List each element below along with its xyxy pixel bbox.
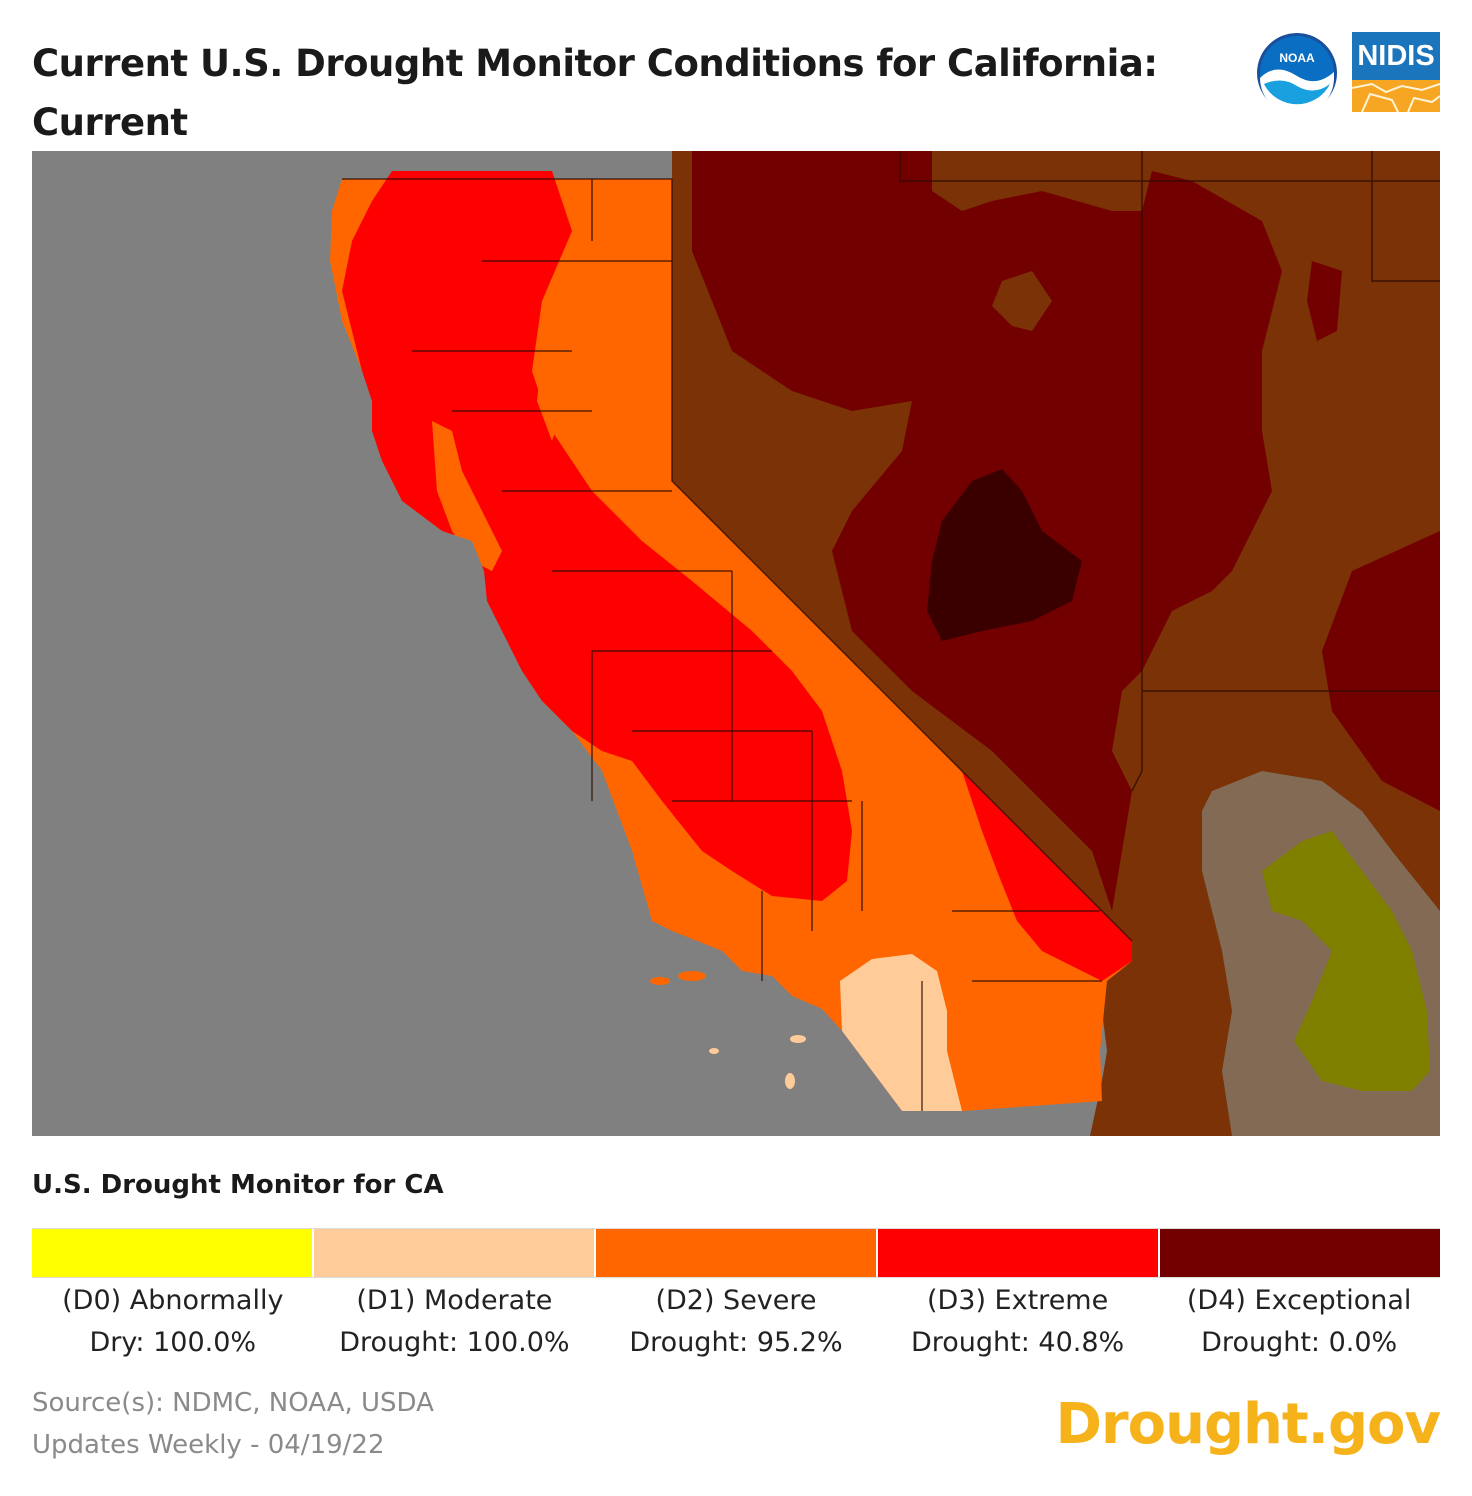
california-d1-south [840, 954, 962, 1111]
county-lines [342, 151, 1440, 1111]
legend-label-d4-line2: Drought: 0.0% [1201, 1327, 1398, 1358]
nevada-spot [992, 271, 1052, 331]
utah-d4 [1307, 261, 1342, 341]
legend-label-d2: (D2) Severe Drought: 95.2% [595, 1280, 877, 1364]
legend-label-d3-line1: (D3) Extreme [926, 1285, 1109, 1316]
legend-swatch-d3[interactable] [878, 1229, 1160, 1277]
california-d3-east [962, 771, 1132, 981]
channel-islands [650, 971, 806, 1089]
legend-label-d1: (D1) Moderate Drought: 100.0% [314, 1280, 596, 1364]
legend-label-d3-line2: Drought: 40.8% [910, 1327, 1125, 1358]
drought-map-svg [32, 151, 1440, 1136]
legend-labels: (D0) Abnormally Dry: 100.0% (D1) Moderat… [32, 1280, 1440, 1364]
drought-gov-brand[interactable]: Drought.gov [1055, 1392, 1441, 1457]
legend-color-bar [32, 1228, 1440, 1278]
legend-swatch-d0[interactable] [32, 1229, 314, 1277]
noaa-logo-text: NOAA [1279, 51, 1315, 65]
drought-map[interactable] [32, 151, 1440, 1136]
legend-title: U.S. Drought Monitor for CA [32, 1170, 444, 1200]
source-attribution: Source(s): NDMC, NOAA, USDA Updates Week… [32, 1382, 434, 1466]
nevada-dark-core [927, 469, 1082, 641]
arizona-olive [1262, 831, 1430, 1091]
updates-text: Updates Weekly - 04/19/22 [32, 1430, 385, 1460]
legend-label-d0-line2: Dry: 100.0% [89, 1327, 257, 1358]
legend-label-d3: (D3) Extreme Drought: 40.8% [877, 1280, 1159, 1364]
california-d2-valley [577, 179, 672, 481]
legend-swatch-d2[interactable] [596, 1229, 878, 1277]
legend-swatch-d1[interactable] [314, 1229, 596, 1277]
legend-label-d1-line1: (D1) Moderate [356, 1285, 553, 1316]
title-line-1: Current U.S. Drought Monitor Conditions … [32, 42, 1158, 85]
ocean-overlay [32, 151, 962, 1136]
legend-swatch-d4[interactable] [1160, 1229, 1440, 1277]
nidis-logo[interactable]: NIDIS [1352, 32, 1440, 112]
page-title: Current U.S. Drought Monitor Conditions … [32, 34, 1212, 152]
legend-label-d2-line1: (D2) Severe [655, 1285, 817, 1316]
california-d3-north-coast [342, 171, 852, 901]
title-line-2: Current [32, 101, 188, 144]
legend-label-d0: (D0) Abnormally Dry: 100.0% [32, 1280, 314, 1364]
california-d2-strip [537, 351, 562, 441]
eastern-d4 [1322, 531, 1440, 811]
legend-label-d4-line1: (D4) Exceptional [1186, 1285, 1412, 1316]
bay-area [432, 421, 502, 571]
legend-label-d0-line1: (D0) Abnormally [62, 1285, 284, 1316]
legend-label-d4: (D4) Exceptional Drought: 0.0% [1158, 1280, 1440, 1364]
legend-label-d1-line2: Drought: 100.0% [339, 1327, 570, 1358]
nidis-logo-text: NIDIS [1352, 32, 1440, 80]
legend-label-d2-line2: Drought: 95.2% [629, 1327, 843, 1358]
source-text: Source(s): NDMC, NOAA, USDA [32, 1388, 434, 1418]
noaa-logo[interactable]: NOAA [1256, 32, 1338, 115]
